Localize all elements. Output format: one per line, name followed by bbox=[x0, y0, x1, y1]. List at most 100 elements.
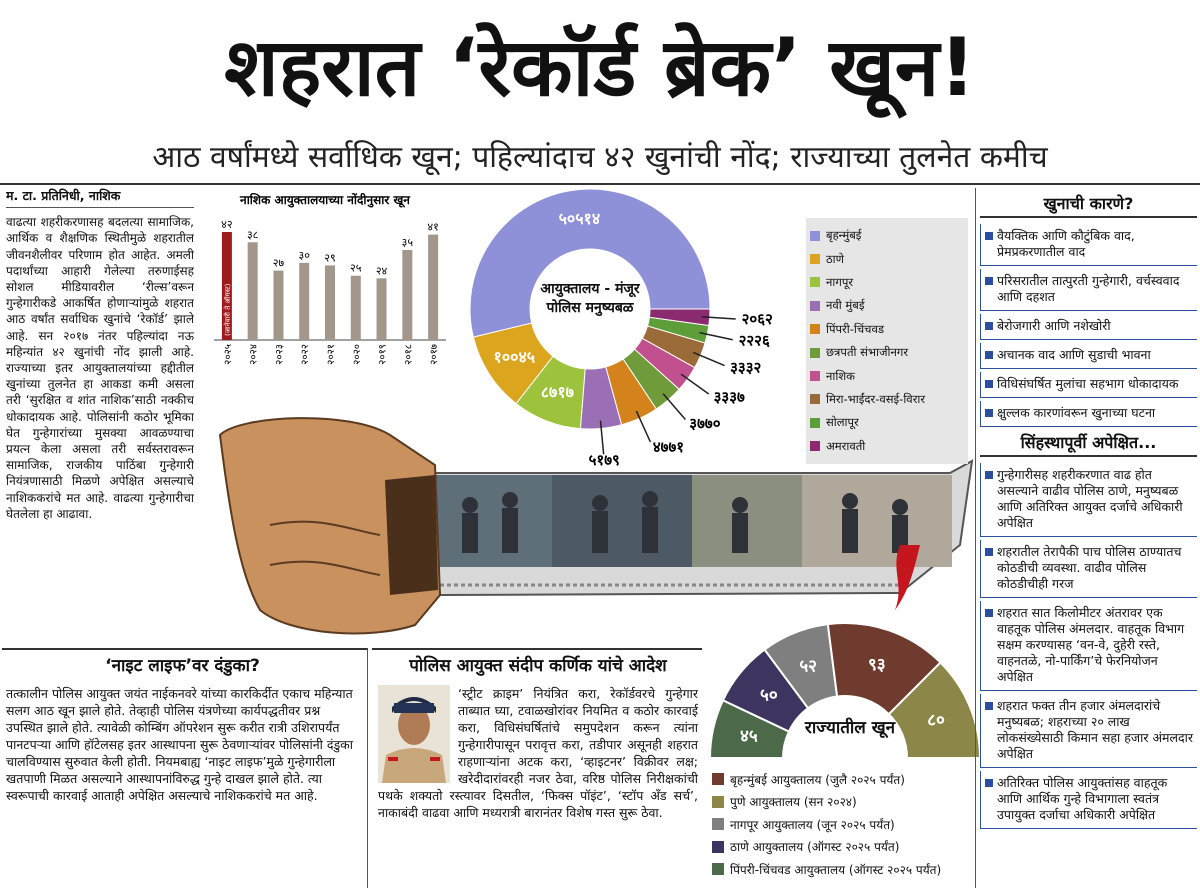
x-tick-label: २०२१ bbox=[326, 344, 337, 365]
bar bbox=[247, 242, 258, 340]
bar bbox=[273, 270, 284, 340]
data-label: ३५ bbox=[402, 236, 414, 249]
illustration bbox=[218, 417, 974, 635]
legend-entry: पिंपरी-चिंचवड bbox=[810, 318, 964, 341]
label-arrow bbox=[599, 420, 605, 455]
legend-label: मिरा-भाईंदर-वसई-विरार bbox=[826, 391, 926, 406]
data-label: ४१ bbox=[427, 221, 438, 234]
headline: शहरात ‘रेकॉर्ड ब्रेक’ खून! bbox=[224, 21, 976, 114]
data-label: ८० bbox=[927, 710, 945, 730]
label-arrow bbox=[692, 351, 725, 367]
bar-chart: नाशिक आयुक्तालयाच्या नोंदीनुसार खून ४२ २०२… bbox=[214, 193, 446, 365]
legend-swatch bbox=[712, 818, 724, 831]
data-label: २२२६ bbox=[739, 332, 770, 350]
legend-label: ठाणे आयुक्तालय (ऑगस्ट २०२५ पर्यंत) bbox=[730, 840, 900, 855]
data-label: २७ bbox=[273, 257, 285, 270]
list-item: अतिरिक्त पोलिस आयुक्तांसह वाहतूक आणि आर्… bbox=[980, 771, 1197, 829]
label-arrow bbox=[662, 393, 686, 421]
x-tick-label: २०२२ bbox=[300, 344, 311, 365]
byline: म. टा. प्रतिनिधी, नाशिक bbox=[6, 188, 194, 209]
legend-label: नवी मुंबई bbox=[826, 298, 865, 313]
data-label: ३३३७ bbox=[714, 388, 745, 406]
legend-label: बृहन्मुंबई bbox=[826, 228, 862, 243]
box-title: ‘नाइट लाइफ’वर दंडुका? bbox=[105, 656, 260, 676]
rule bbox=[0, 183, 1200, 185]
list-item: वैयक्तिक आणि कौटुंबिक वाद, प्रेमप्रकरणात… bbox=[980, 224, 1197, 266]
data-label: २५ bbox=[350, 262, 362, 275]
legend-label: ठाणे bbox=[826, 251, 844, 266]
subheadline: आठ वर्षांमध्ये सर्वाधिक खून; पहिल्यांदाच… bbox=[152, 140, 1048, 175]
legend-label: पिंपरी-चिंचवड bbox=[826, 321, 885, 336]
legend-swatch bbox=[810, 394, 820, 405]
legend-entry: नाशिक bbox=[810, 364, 964, 387]
legend-entry: ठाणे bbox=[810, 247, 964, 270]
legend-label: अमरावती bbox=[826, 438, 866, 453]
data-label: १००४५ bbox=[494, 347, 536, 366]
box-title: पोलिस आयुक्त संदीप कर्णिक यांचे आदेश bbox=[409, 656, 667, 676]
bar-annotation: (जानेवारी ते ऑगस्ट) bbox=[223, 283, 232, 336]
orders-box: पोलिस आयुक्त संदीप कर्णिक यांचे आदेश ‘स्… bbox=[372, 648, 702, 888]
legend-entry: बृहन्मुंबई bbox=[810, 224, 964, 247]
legend-label: पिंपरी-चिंचवड आयुक्तालय (ऑगस्ट २०२५ पर्य… bbox=[730, 862, 942, 877]
donut-slice bbox=[469, 188, 711, 338]
legend-swatch bbox=[712, 773, 724, 786]
legend-label: नागपूर bbox=[826, 274, 854, 289]
semidonut-slice bbox=[763, 622, 839, 710]
causes-list: वैयक्तिक आणि कौटुंबिक वाद, प्रेमप्रकरणात… bbox=[980, 224, 1197, 427]
list-item: गुन्हेगारीसह शहरीकरणात वाढ होत असल्याने … bbox=[980, 463, 1197, 537]
legend-swatch bbox=[712, 795, 724, 808]
list-item: क्षुल्लक कारणांवरून खुनाच्या घटना bbox=[980, 401, 1197, 427]
bar bbox=[350, 275, 361, 340]
night-life-box: ‘नाइट लाइफ’वर दंडुका? तत्कालीन पोलिस आयु… bbox=[2, 648, 368, 888]
bar bbox=[221, 232, 232, 340]
box-body: तत्कालीन पोलिस आयुक्त जयंत नाईकनवरे यांच… bbox=[6, 686, 354, 803]
x-tick-label: २०२५ bbox=[223, 344, 234, 365]
semidonut-slice bbox=[887, 661, 982, 759]
legend-swatch bbox=[810, 324, 820, 335]
legend-label: नाशिक bbox=[826, 368, 855, 383]
legend-swatch bbox=[810, 347, 820, 358]
data-label: ९३ bbox=[868, 655, 886, 675]
data-label: ८७१७ bbox=[541, 382, 574, 401]
x-tick-label: २०१७ bbox=[429, 344, 440, 365]
data-label: ३७७० bbox=[689, 415, 720, 433]
x-tick-label: २०१९ bbox=[378, 344, 389, 365]
list-item: शहरात फक्त तीन हजार अंमलदारांचे मनुष्यबळ… bbox=[980, 694, 1197, 768]
donut-hole bbox=[531, 250, 649, 368]
list-item: विधिसंघर्षित मुलांचा सहभाग धोकादायक bbox=[980, 372, 1197, 398]
legend-swatch bbox=[712, 840, 724, 853]
donut-center-label: आयुक्तालय - मंजूर पोलिस मनुष्यबळ bbox=[540, 281, 640, 316]
label-arrow bbox=[701, 315, 736, 320]
label-arrow bbox=[699, 331, 733, 341]
x-tick-label: २०१८ bbox=[403, 344, 414, 365]
legend-label: छत्रपती संभाजीनगर bbox=[826, 345, 909, 360]
semidonut-slice bbox=[708, 698, 791, 759]
article-body: वाढत्या शहरीकरणासह बदलत्या सामाजिक, आर्थ… bbox=[6, 215, 194, 521]
legend-label: नागपूर आयुक्तालय (जून २०२५ पर्यंत) bbox=[730, 817, 895, 832]
box-body: ‘स्ट्रीट क्राइम’ नियंत्रित करा, रेकॉर्डव… bbox=[378, 686, 698, 820]
data-label: ३८ bbox=[247, 228, 259, 241]
legend-swatch bbox=[810, 300, 820, 311]
legend-swatch bbox=[712, 863, 724, 876]
semidonut-center-label: राज्यातील खून bbox=[804, 718, 896, 738]
list-item: अचानक वाद आणि सुडाची भावना bbox=[980, 343, 1197, 369]
legend-entry: छत्रपती संभाजीनगर bbox=[810, 341, 964, 364]
data-label: ३० bbox=[298, 249, 310, 262]
legend-label: सोलापूर bbox=[826, 415, 859, 430]
data-label: २९ bbox=[324, 251, 335, 264]
x-tick-label: २०२३ bbox=[274, 344, 285, 365]
x-tick-label: २०२० bbox=[352, 344, 363, 365]
legend-entry: मिरा-भाईंदर-वसई-विरार bbox=[810, 388, 964, 411]
legend-swatch bbox=[810, 441, 820, 452]
bar bbox=[402, 250, 413, 340]
donut-chart: ५०५१४ १००४५ ८७१७ ५१७९ ४७७१ ३७७० ३३३७ ३३३२ २२२६ २०… bbox=[469, 188, 773, 469]
legend-entry: पिंपरी-चिंचवड आयुक्तालय (ऑगस्ट २०२५ पर्य… bbox=[712, 858, 974, 881]
legend-entry: नागपूर आयुक्तालय (जून २०२५ पर्यंत) bbox=[712, 813, 974, 836]
legend-entry: पुणे आयुक्तालय (सन २०२४) bbox=[712, 791, 974, 814]
label-arrow bbox=[680, 373, 710, 395]
expectations-list: गुन्हेगारीसह शहरीकरणात वाढ होत असल्याने … bbox=[980, 463, 1197, 829]
data-label: ४७७१ bbox=[653, 438, 684, 456]
legend-swatch bbox=[810, 277, 820, 288]
